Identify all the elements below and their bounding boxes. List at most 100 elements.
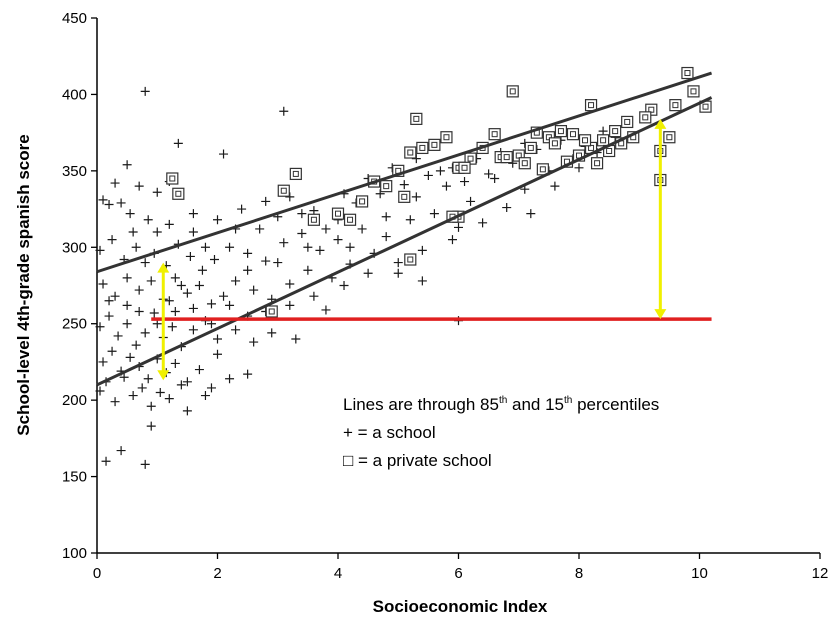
school-point [225,300,235,310]
private-school-point [428,138,441,151]
school-point [152,187,162,197]
y-axis-title: School-level 4th-grade spanish score [14,134,33,435]
private-school-point [166,172,179,185]
private-school-marker [566,128,580,141]
private-school-marker [392,164,405,177]
private-school-marker [331,207,345,220]
x-tick-label: 0 [93,565,101,582]
school-point [273,258,283,268]
private-school-marker-inner [569,131,576,138]
y-tick-label: 300 [62,239,87,256]
double-arrow [654,118,667,320]
school-point [321,305,331,315]
school-point [164,219,174,229]
private-school-point [458,161,471,174]
school-point [237,204,247,214]
school-point [170,273,180,283]
school-point [182,406,192,416]
private-school-point [518,157,531,170]
school-point [466,196,476,206]
school-point [116,198,126,208]
reference-marks [151,118,712,381]
private-school-marker [639,111,652,124]
school-point [206,383,216,393]
school-point [143,374,153,384]
private-school-marker [578,134,592,147]
school-point [104,199,114,209]
y-tick-label: 250 [62,316,87,333]
private-school-marker-inner [606,147,613,154]
ticks: 0 2 4 6 8 10 12 100 150 200 250 300 350 400 450 [62,10,828,582]
school-point [243,369,253,379]
private-school-marker-inner [407,149,414,156]
private-school-marker [343,213,357,226]
private-school-marker [404,253,417,266]
school-point [484,169,494,179]
private-school-marker-inner [702,103,709,110]
private-school-point [554,125,568,138]
school-point [200,242,210,252]
school-point [285,279,295,289]
school-point [231,276,241,286]
private-school-point [265,305,278,318]
school-point [110,397,120,407]
school-point [213,334,222,344]
private-school-marker-inner [588,102,595,109]
school-point [393,268,403,278]
school-point [423,170,433,180]
private-school-point [687,85,700,98]
school-point [125,209,135,219]
school-point [137,383,147,393]
school-point [478,218,488,228]
school-point [188,227,198,237]
private-school-point [356,195,369,208]
arrow-head-bottom [157,370,170,381]
private-school-marker [380,180,393,193]
private-school-point [343,213,357,226]
x-tick-label: 6 [454,565,462,582]
annotation-mid: and 15 [507,395,564,414]
private-school-marker-inner [335,210,341,217]
school-point [321,224,331,234]
school-point [333,235,343,245]
private-school-marker [410,112,423,125]
school-point [182,377,192,387]
private-school-marker-inner [666,134,673,141]
school-point [225,374,235,384]
private-school-marker [590,157,604,170]
private-school-marker [524,141,537,155]
private-school-point [578,134,592,147]
school-point [243,248,253,258]
annotation-sup-1: th [499,395,507,406]
data-points [95,66,712,469]
school-point [188,209,198,219]
school-point [188,325,198,335]
x-tick-label: 10 [691,565,708,582]
school-point [231,325,241,335]
private-school-point [289,167,302,181]
school-point [309,291,319,301]
private-school-marker-inner [642,114,649,121]
private-school-marker-inner [527,144,534,151]
private-school-marker [500,151,513,164]
school-point [152,227,162,237]
school-point [435,166,445,176]
school-point [315,245,325,255]
school-point [134,306,144,316]
private-school-marker-inner [401,193,408,200]
school-point [104,311,114,321]
private-school-marker [458,161,471,174]
school-point [490,174,500,183]
school-point [279,238,289,248]
school-point [363,268,373,278]
school-point [131,242,141,252]
private-school-marker [277,184,290,197]
private-school-point [524,141,537,155]
school-point [95,322,105,332]
y-tick-label: 100 [62,545,87,562]
school-point [182,288,192,298]
private-school-marker [554,125,568,138]
school-point [417,276,427,286]
private-school-point [500,151,513,164]
school-point [261,256,271,266]
